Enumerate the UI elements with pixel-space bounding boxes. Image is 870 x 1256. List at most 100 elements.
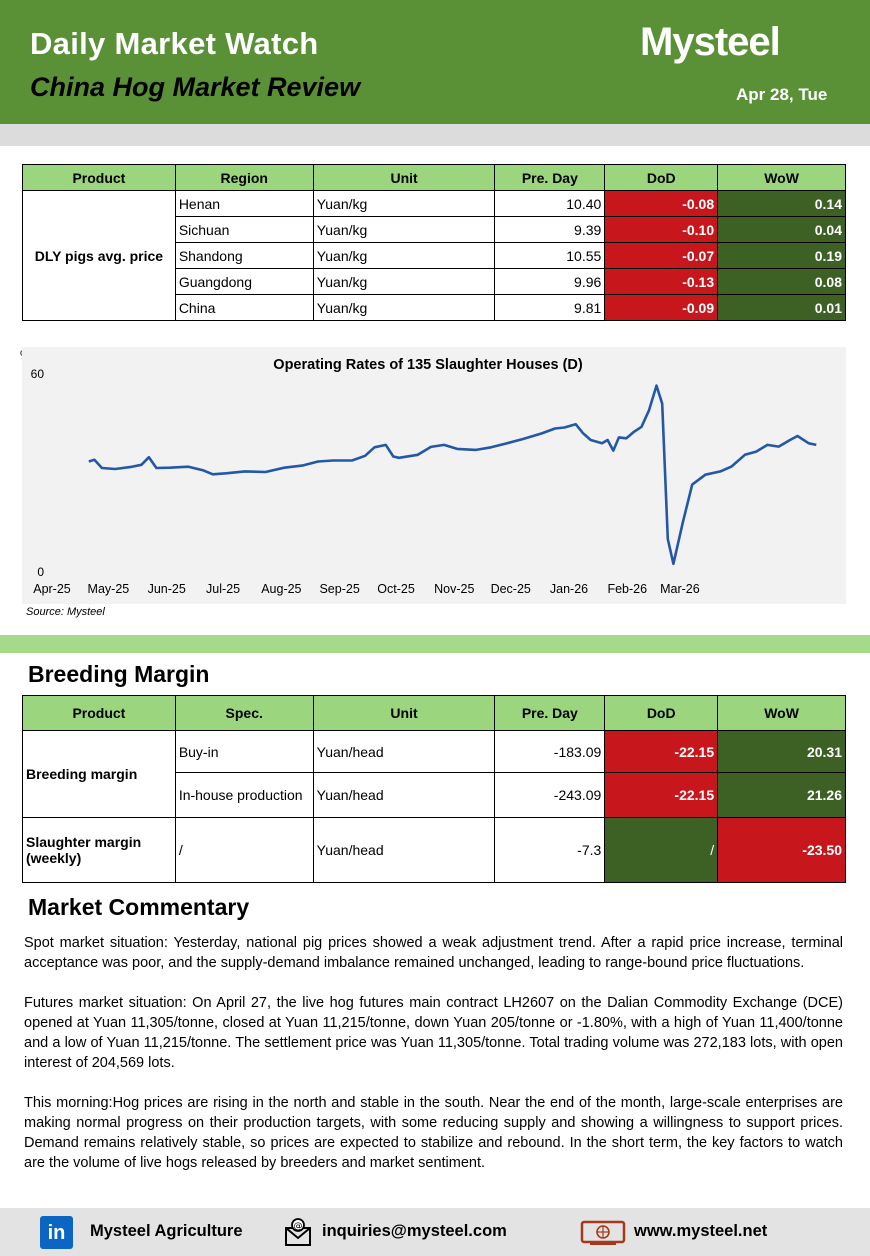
unit-cell: Yuan/kg bbox=[312, 242, 496, 269]
product-cell: DLY pigs avg. price bbox=[22, 190, 176, 321]
dod-cell: -0.10 bbox=[604, 216, 719, 243]
mysteel-logo: Mysteel bbox=[640, 20, 781, 64]
report-date: Apr 28, Tue bbox=[736, 85, 828, 104]
x-tick-label: Dec-25 bbox=[491, 582, 531, 596]
col-header: Pre. Day bbox=[494, 695, 606, 731]
breeding-title: Breeding Margin bbox=[28, 661, 210, 687]
region-cell: Guangdong bbox=[174, 268, 314, 295]
col-header: Unit bbox=[312, 164, 496, 191]
pre-day-cell: 9.81 bbox=[494, 294, 606, 321]
unit-cell: Yuan/head bbox=[312, 772, 496, 818]
chart-source: Source: Mysteel bbox=[26, 606, 105, 618]
commentary-title: Market Commentary bbox=[28, 894, 250, 920]
x-tick-label: Jun-25 bbox=[148, 582, 186, 596]
wow-cell: 0.14 bbox=[717, 190, 846, 217]
divider-band bbox=[0, 124, 870, 146]
wow-cell: 0.04 bbox=[717, 216, 846, 243]
website-link[interactable]: www.mysteel.net bbox=[634, 1222, 768, 1240]
table-row: DLY pigs avg. price Henan Yuan/kg 10.40 … bbox=[22, 190, 846, 321]
dod-cell: / bbox=[604, 817, 719, 883]
unit-cell: Yuan/head bbox=[312, 730, 496, 773]
col-header: Spec. bbox=[174, 695, 314, 731]
price-table-header: Product Region Unit Pre. Day DoD WoW bbox=[22, 164, 846, 191]
commentary-paragraph: Futures market situation: On April 27, t… bbox=[24, 995, 843, 1071]
unit-cell: Yuan/head bbox=[312, 817, 496, 883]
linkedin-link[interactable]: Mysteel Agriculture bbox=[90, 1222, 243, 1240]
x-tick-label: Nov-25 bbox=[434, 582, 474, 596]
col-header: Pre. Day bbox=[494, 164, 606, 191]
table-row: China Yuan/kg 9.81 -0.09 0.01 bbox=[23, 294, 846, 321]
breeding-table: Product Spec. Unit Pre. Day DoD WoW Bree… bbox=[22, 695, 846, 883]
wow-cell: 0.19 bbox=[717, 242, 846, 269]
product-cell: Breeding margin bbox=[22, 730, 176, 818]
spec-cell: Buy-in bbox=[174, 730, 314, 773]
col-header: DoD bbox=[604, 695, 719, 731]
x-tick-label: Apr-25 bbox=[33, 582, 71, 596]
table-row: In-house production Yuan/head -243.09 -2… bbox=[23, 772, 846, 818]
spec-cell: In-house production bbox=[174, 772, 314, 818]
pre-day-cell: 9.39 bbox=[494, 216, 606, 243]
x-tick-label: Oct-25 bbox=[377, 582, 415, 596]
product-cell: Slaughter margin (weekly) bbox=[22, 817, 176, 883]
wow-cell: 0.08 bbox=[717, 268, 846, 295]
col-header: WoW bbox=[717, 164, 846, 191]
dod-cell: -22.15 bbox=[604, 730, 719, 773]
chart-title: Operating Rates of 135 Slaughter Houses … bbox=[273, 357, 583, 373]
commentary-paragraph: This morning:Hog prices are rising in th… bbox=[24, 1095, 843, 1171]
table-row: Breeding margin Buy-in Yuan/head -183.09… bbox=[22, 730, 846, 818]
region-cell: Shandong bbox=[174, 242, 314, 269]
x-tick-label: May-25 bbox=[88, 582, 130, 596]
dod-cell: -0.08 bbox=[604, 190, 719, 217]
unit-cell: Yuan/kg bbox=[312, 268, 496, 295]
pre-day-cell: -243.09 bbox=[494, 772, 606, 818]
x-tick-label: Sep-25 bbox=[319, 582, 359, 596]
website-icon bbox=[580, 1220, 626, 1245]
unit-cell: Yuan/kg bbox=[312, 216, 496, 243]
x-tick-label: Mar-26 bbox=[660, 582, 700, 596]
wow-cell: 0.01 bbox=[717, 294, 846, 321]
table-row: Guangdong Yuan/kg 9.96 -0.13 0.08 bbox=[23, 268, 846, 295]
wow-cell: 21.26 bbox=[717, 772, 846, 818]
commentary-body: Spot market situation: Yesterday, nation… bbox=[24, 933, 843, 1193]
col-header: DoD bbox=[604, 164, 719, 191]
report-title: Daily Market Watch bbox=[30, 26, 319, 61]
linkedin-icon[interactable]: in bbox=[40, 1216, 73, 1249]
wow-cell: 20.31 bbox=[717, 730, 846, 773]
col-header: Region bbox=[174, 164, 314, 191]
breeding-table-header: Product Spec. Unit Pre. Day DoD WoW bbox=[22, 695, 846, 731]
table-row: Slaughter margin (weekly) / Yuan/head -7… bbox=[22, 817, 846, 883]
price-table: Product Region Unit Pre. Day DoD WoW DLY… bbox=[22, 164, 846, 321]
col-header: Product bbox=[22, 164, 176, 191]
chart-svg: Operating Rates of 135 Slaughter Houses … bbox=[31, 357, 817, 596]
y-tick-label: 60 bbox=[31, 367, 45, 381]
region-cell: Henan bbox=[174, 190, 314, 217]
dod-cell: -22.15 bbox=[604, 772, 719, 818]
svg-text:@: @ bbox=[294, 1222, 303, 1232]
footer: in Mysteel Agriculture @ inquiries@myste… bbox=[0, 1208, 870, 1256]
report-subtitle: China Hog Market Review bbox=[30, 72, 361, 102]
x-tick-label: Aug-25 bbox=[261, 582, 301, 596]
pre-day-cell: -7.3 bbox=[494, 817, 606, 883]
pre-day-cell: 10.55 bbox=[494, 242, 606, 269]
x-tick-label: Feb-26 bbox=[607, 582, 647, 596]
col-header: WoW bbox=[717, 695, 846, 731]
dod-cell: -0.13 bbox=[604, 268, 719, 295]
dod-cell: -0.09 bbox=[604, 294, 719, 321]
unit-cell: Yuan/kg bbox=[312, 190, 496, 217]
region-cell: Sichuan bbox=[174, 216, 314, 243]
table-row: Sichuan Yuan/kg 9.39 -0.10 0.04 bbox=[23, 216, 846, 243]
table-row: Shandong Yuan/kg 10.55 -0.07 0.19 bbox=[23, 242, 846, 269]
operating-rate-chart: Operating Rates of 135 Slaughter Houses … bbox=[22, 347, 846, 604]
email-icon: @ bbox=[285, 1218, 311, 1246]
unit-cell: Yuan/kg bbox=[312, 294, 496, 321]
x-tick-label: Jan-26 bbox=[550, 582, 588, 596]
region-cell: China bbox=[174, 294, 314, 321]
dod-cell: -0.07 bbox=[604, 242, 719, 269]
pre-day-cell: 10.40 bbox=[494, 190, 606, 217]
email-link[interactable]: inquiries@mysteel.com bbox=[322, 1222, 507, 1240]
pre-day-cell: -183.09 bbox=[494, 730, 606, 773]
pre-day-cell: 9.96 bbox=[494, 268, 606, 295]
col-header: Product bbox=[22, 695, 176, 731]
y-tick-label: 0 bbox=[37, 565, 44, 579]
spec-cell: / bbox=[174, 817, 314, 883]
